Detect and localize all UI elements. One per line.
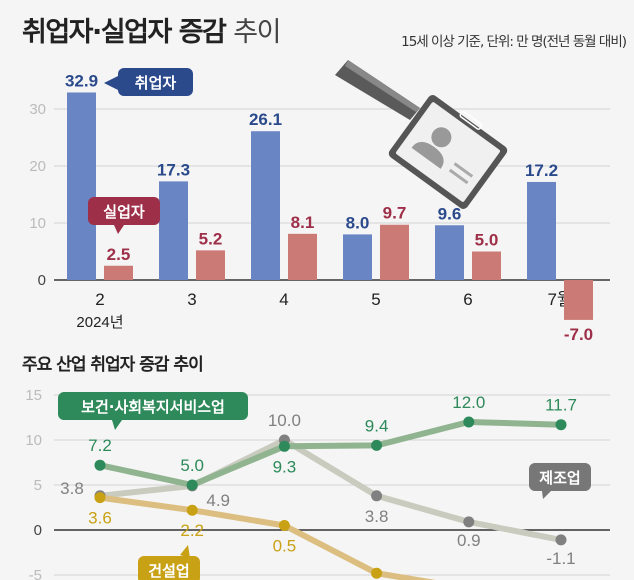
bar-label-employed: 17.3 (157, 160, 190, 179)
point-health (94, 459, 106, 471)
line-y-tick: 10 (25, 432, 42, 449)
bar-employed (435, 225, 464, 280)
legend-employed: 취업자 (104, 68, 193, 96)
bar-y-tick: 20 (29, 158, 46, 175)
line-y-tick: 15 (25, 387, 42, 404)
bar-label-employed: 17.2 (525, 161, 558, 180)
line-health (97, 419, 564, 488)
bar-label-employed: 26.1 (249, 110, 282, 129)
point-label-health: 7.2 (88, 436, 112, 455)
bar-label-unemployed: 9.7 (383, 204, 407, 223)
legend-unemployed: 실업자 (88, 197, 160, 234)
point-label-construction: 0.5 (273, 537, 297, 556)
line-y-tick: 5 (34, 477, 42, 494)
bar-x-tick: 6 (463, 290, 472, 309)
point-construction (371, 567, 383, 579)
point-label-health: 9.4 (365, 416, 389, 435)
bar-label-employed: 32.9 (65, 71, 98, 90)
bar-x-tick: 3 (187, 290, 196, 309)
bar-x-tick: 4 (279, 290, 288, 309)
bar-x-tick: 5 (371, 290, 380, 309)
point-manufacturing (555, 534, 567, 546)
point-label-manufacturing: -1.1 (546, 549, 575, 568)
bar-unemployed (472, 251, 501, 280)
bar-label-unemployed: -7.0 (564, 325, 593, 344)
bar-employed (67, 92, 96, 280)
point-label-manufacturing: 4.9 (206, 491, 230, 510)
line-series: 3.8 4.9 10.0 3.8 0.9 -1.1 3.6 2.2 0.5 7.2 5.0 9.3 9.… (60, 393, 577, 580)
legend-employed-label: 취업자 (135, 74, 177, 92)
point-construction (278, 520, 290, 531)
bar-unemployed (288, 233, 317, 280)
bar-y-tick: 0 (38, 272, 46, 289)
point-health (278, 440, 290, 452)
point-construction (186, 504, 198, 516)
line-construction (97, 494, 436, 580)
legend-health: 보건·사회복지서비스업 (58, 392, 248, 430)
page-title: 취업자·실업자 증감 추이 (22, 10, 281, 49)
bar-unemployed (196, 250, 225, 280)
legend-construction-label: 건설업 (148, 562, 189, 580)
point-label-manufacturing: 3.8 (60, 479, 84, 498)
bar-series: 232.92.5317.35.2426.18.158.09.769.65.07월… (65, 71, 593, 343)
legend-manufacturing-label: 제조업 (539, 469, 580, 487)
line-y-tick: 0 (34, 522, 42, 539)
bar-employed (251, 131, 280, 280)
point-label-health: 11.7 (545, 396, 577, 415)
bar-y-tick: 10 (29, 215, 46, 232)
point-label-manufacturing: 10.0 (268, 411, 301, 430)
legend-health-label: 보건·사회복지서비스업 (81, 398, 225, 416)
point-label-construction: 3.6 (88, 509, 112, 528)
bar-x-year: 2024년 (76, 314, 123, 331)
title-bold: 취업자·실업자 증감 (22, 17, 227, 48)
legend-construction: 건설업 (138, 545, 200, 580)
bar-unemployed (564, 280, 593, 320)
point-manufacturing (463, 516, 475, 528)
title-light: 추이 (233, 17, 281, 48)
bar-employed (159, 181, 188, 280)
bar-unemployed (104, 265, 133, 280)
line-chart-title: 주요 산업 취업자 증감 추이 (22, 355, 204, 375)
bar-label-unemployed: 5.2 (199, 229, 223, 248)
bar-label-unemployed: 5.0 (475, 231, 499, 250)
point-health (555, 419, 567, 431)
point-label-health: 5.0 (180, 456, 204, 475)
bar-grid: 0 10 20 30 (29, 101, 610, 289)
legend-manufacturing: 제조업 (529, 463, 591, 499)
bar-label-employed: 9.6 (438, 204, 462, 223)
unit-note: 15세 이상 기준, 단위: 만 명(전년 동월 대비) (401, 34, 627, 50)
bar-label-unemployed: 2.5 (107, 245, 131, 264)
bar-x-tick: 2 (95, 290, 104, 309)
point-construction (94, 492, 106, 504)
point-manufacturing (371, 490, 383, 502)
point-label-health: 12.0 (452, 393, 485, 412)
line-manufacturing (97, 437, 564, 543)
line-y-tick: -5 (29, 567, 42, 580)
point-health (186, 479, 198, 491)
point-label-manufacturing: 3.8 (365, 507, 389, 526)
point-label-manufacturing: 0.9 (457, 531, 481, 550)
point-label-health: 9.3 (273, 457, 297, 476)
bar-unemployed (380, 224, 409, 280)
legend-unemployed-label: 실업자 (103, 203, 145, 221)
bar-y-tick: 30 (29, 101, 46, 118)
point-health (371, 439, 383, 451)
point-label-construction: 2.2 (180, 521, 204, 540)
bar-label-employed: 8.0 (346, 213, 370, 232)
bar-label-unemployed: 8.1 (291, 213, 315, 232)
point-health (463, 416, 475, 428)
bar-employed (343, 234, 372, 280)
id-badge-icon (335, 60, 508, 209)
bar-employed (527, 181, 556, 280)
